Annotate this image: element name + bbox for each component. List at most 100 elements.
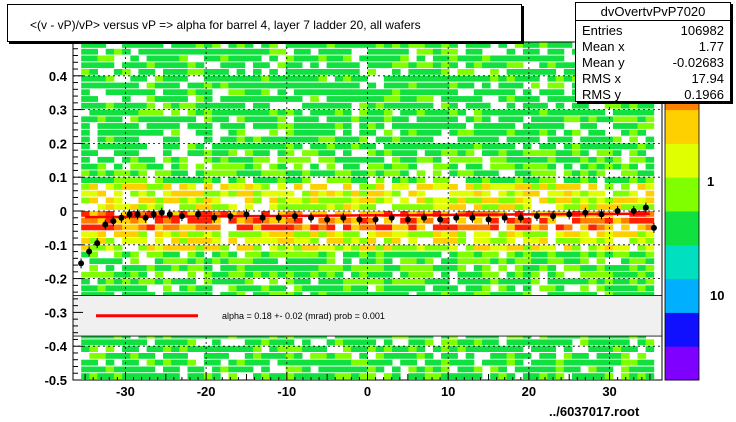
heatmap-cell (588, 204, 597, 210)
heatmap-cell (375, 258, 385, 265)
heatmap-cell (244, 109, 254, 116)
heatmap-cell (326, 244, 336, 251)
heatmap-cell (490, 244, 499, 251)
heatmap-cell (498, 150, 507, 156)
heatmap-cell (138, 204, 147, 210)
heatmap-cell (432, 359, 442, 366)
heatmap-cell (228, 75, 237, 82)
heatmap-cell (367, 217, 377, 224)
heatmap-cell (555, 373, 565, 379)
heatmap-cell (293, 359, 303, 366)
heatmap-cell (220, 123, 229, 129)
heatmap-cell (293, 224, 303, 231)
y-tick-label: -0.5 (45, 373, 67, 388)
heatmap-cell (637, 238, 647, 244)
heatmap-cell (244, 251, 254, 258)
heatmap-cell (244, 197, 254, 204)
heatmap-cell (138, 244, 147, 251)
heatmap-cell (261, 211, 270, 217)
heatmap-cell (212, 238, 221, 244)
heatmap-cell (514, 109, 524, 116)
heatmap-cell (432, 163, 442, 170)
heatmap-cell (473, 109, 483, 116)
heatmap-cell (367, 359, 377, 366)
heatmap-cell (629, 143, 638, 150)
heatmap-cell (547, 244, 557, 251)
heatmap-cell (81, 217, 90, 224)
heatmap-cell (416, 156, 426, 163)
heatmap-cell (195, 143, 205, 150)
heatmap-cell (392, 231, 401, 238)
heatmap-cell (424, 339, 434, 346)
heatmap-cell (506, 96, 516, 102)
heatmap-cell (416, 197, 426, 204)
heatmap-cell (580, 116, 589, 123)
heatmap-cell (261, 96, 270, 102)
heatmap-cell (367, 116, 377, 123)
heatmap-cell (490, 359, 499, 366)
heatmap-cell (269, 143, 278, 150)
heatmap-cell (416, 231, 426, 238)
heatmap-cell (326, 48, 336, 55)
heatmap-cell (645, 211, 655, 217)
heatmap-cell (457, 190, 467, 197)
heatmap-cell (408, 265, 417, 271)
heatmap-cell (383, 271, 393, 278)
heatmap-cell (244, 75, 254, 82)
heatmap-cell (195, 292, 205, 298)
y-tick-label: 0.3 (49, 103, 67, 118)
heatmap-cell (277, 190, 287, 197)
heatmap-cell (473, 278, 483, 285)
heatmap-cell (531, 156, 540, 163)
heatmap-cell (457, 373, 467, 379)
heatmap-cell (547, 251, 557, 258)
heatmap-cell (645, 292, 655, 298)
heatmap-cell (563, 224, 573, 231)
heatmap-cell (187, 271, 197, 278)
heatmap-cell (105, 123, 115, 129)
heatmap-cell (326, 156, 336, 163)
heatmap-cell (473, 339, 483, 346)
heatmap-cell (449, 204, 458, 210)
heatmap-cell (531, 271, 540, 278)
heatmap-cell (572, 156, 581, 163)
heatmap-cell (326, 109, 336, 116)
heatmap-cell (81, 62, 90, 69)
heatmap-cell (163, 75, 172, 82)
heatmap-cell (171, 211, 180, 217)
heatmap-cell (367, 109, 377, 116)
heatmap-cell (563, 62, 573, 69)
stat-row-entries: Entries 106982 (582, 23, 724, 39)
heatmap-cell (482, 251, 491, 258)
heatmap-cell (318, 211, 327, 217)
heatmap-cell (228, 150, 237, 156)
heatmap-cell (441, 278, 450, 285)
heatmap-cell (490, 177, 499, 183)
stat-label: RMS y (582, 87, 621, 102)
heatmap-cell (302, 278, 311, 285)
heatmap-cell (97, 224, 107, 231)
heatmap-cell (637, 123, 647, 129)
heatmap-cell (154, 265, 164, 271)
heatmap-cell (138, 170, 147, 177)
heatmap-cell (604, 251, 614, 258)
heatmap-cell (203, 109, 213, 116)
heatmap-cell (580, 359, 589, 366)
profile-point (102, 221, 109, 228)
heatmap-cell (220, 366, 229, 373)
heatmap-cell (334, 271, 344, 278)
heatmap-cell (432, 265, 442, 271)
heatmap-cell (563, 96, 573, 102)
heatmap-cell (604, 353, 614, 359)
heatmap-cell (105, 271, 115, 278)
heatmap-cell (522, 292, 532, 298)
heatmap-cell (367, 143, 377, 150)
heatmap-cell (424, 116, 434, 123)
palette-bin (665, 295, 699, 302)
heatmap-cell (146, 123, 156, 129)
heatmap-cell (416, 42, 426, 48)
heatmap-cell (253, 292, 262, 298)
heatmap-cell (473, 129, 483, 136)
heatmap-cell (400, 244, 409, 251)
heatmap-cell (555, 204, 565, 210)
